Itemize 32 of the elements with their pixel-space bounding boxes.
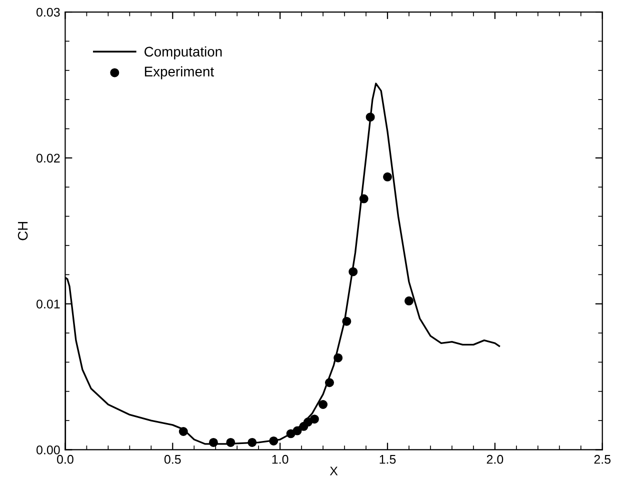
point — [208, 438, 218, 447]
y-axis-title: CH — [18, 222, 28, 240]
y-tick-label: 0.02 — [36, 154, 60, 163]
x-tick-label: 0.5 — [164, 454, 181, 464]
point — [318, 400, 328, 410]
x-tick-label: 0.0 — [57, 454, 74, 464]
point — [366, 112, 375, 122]
point — [226, 438, 236, 447]
point — [334, 353, 343, 362]
x-tick-label: 1.0 — [272, 454, 288, 464]
point — [292, 426, 302, 436]
point — [178, 427, 188, 436]
y-tick-label: 0.01 — [36, 300, 60, 308]
x-axis-title: X — [330, 466, 338, 476]
y-tick-label: 0.00 — [36, 446, 60, 454]
point — [342, 316, 352, 326]
point — [286, 429, 296, 438]
x-tick-label: 2.0 — [486, 454, 504, 464]
y-tick-label: 0.03 — [36, 8, 60, 17]
point — [248, 438, 257, 447]
legend-label: Experiment — [144, 66, 214, 80]
point — [383, 172, 392, 182]
x-tick-label: 1.5 — [380, 455, 396, 464]
point — [404, 296, 414, 306]
point — [269, 436, 278, 446]
point — [359, 194, 368, 204]
point — [310, 414, 319, 424]
point — [348, 267, 358, 276]
point — [324, 378, 334, 388]
x-tick-label: 2.5 — [594, 454, 611, 464]
legend-label: Computation — [144, 46, 222, 60]
point — [304, 418, 313, 427]
